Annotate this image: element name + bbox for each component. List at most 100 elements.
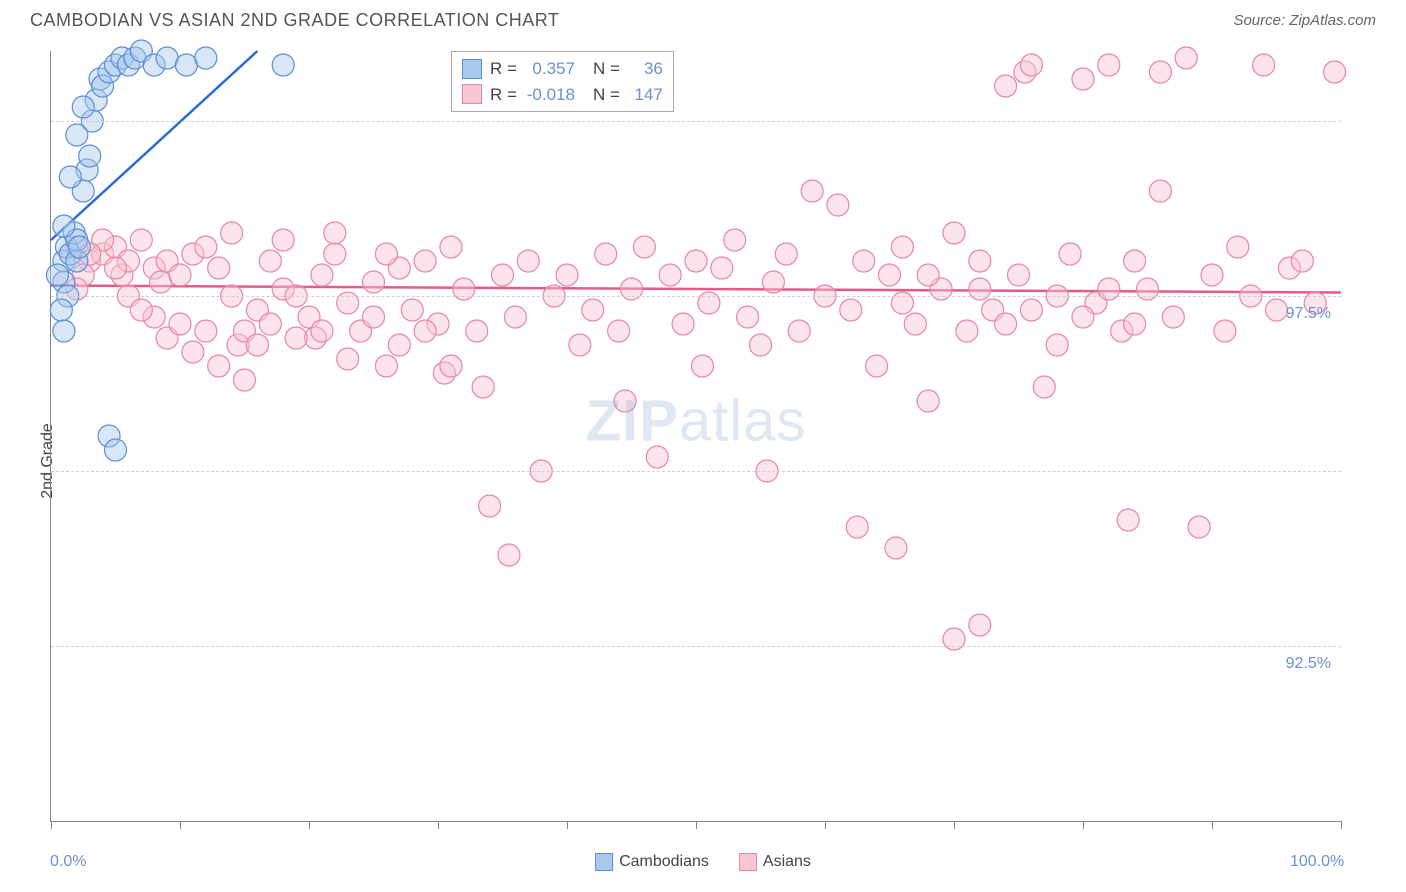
asians-point [208, 355, 230, 377]
asians-point [995, 313, 1017, 335]
asians-point [208, 257, 230, 279]
asians-point [1227, 236, 1249, 258]
y-tick-label: 97.5% [1286, 305, 1331, 323]
asians-point [1324, 61, 1346, 83]
cambodians-point [46, 264, 68, 286]
asians-point [1201, 264, 1223, 286]
asians-point [401, 299, 423, 321]
asians-point [1162, 306, 1184, 328]
asians-point [1149, 180, 1171, 202]
plot-area: ZIPatlas R =0.357N =36R =-0.018N =147 92… [50, 51, 1341, 822]
asians-point [685, 250, 707, 272]
legend-label: Asians [763, 853, 811, 871]
asians-point [479, 495, 501, 517]
asians-point [608, 320, 630, 342]
asians-point [182, 341, 204, 363]
asians-point [1253, 54, 1275, 76]
scatter-svg [51, 51, 1341, 821]
legend-label: Cambodians [619, 853, 709, 871]
asians-point [1020, 54, 1042, 76]
asians-point [246, 334, 268, 356]
asians-point [1072, 306, 1094, 328]
asians-point [569, 334, 591, 356]
asians-point [801, 180, 823, 202]
x-tick [438, 821, 439, 829]
asians-point [440, 355, 462, 377]
asians-point [891, 236, 913, 258]
asians-point [885, 537, 907, 559]
cambodians-point [105, 439, 127, 461]
cambodians-trend-line [51, 51, 257, 240]
asians-point [130, 229, 152, 251]
asians-point [311, 320, 333, 342]
asians-point [1098, 54, 1120, 76]
grid-line [51, 471, 1341, 472]
asians-point [646, 446, 668, 468]
cambodians-point [59, 166, 81, 188]
x-tick [1083, 821, 1084, 829]
r-label: R = [490, 82, 517, 108]
r-value: -0.018 [525, 82, 575, 108]
asians-point [324, 243, 346, 265]
cambodians-point [195, 47, 217, 69]
asians-point [1188, 516, 1210, 538]
asians-point [472, 376, 494, 398]
asians-point [659, 264, 681, 286]
asians-point [724, 229, 746, 251]
stats-swatch [462, 84, 482, 104]
asians-point [840, 299, 862, 321]
x-tick [825, 821, 826, 829]
asians-point [259, 313, 281, 335]
asians-point [1020, 299, 1042, 321]
asians-point [466, 320, 488, 342]
x-tick [1212, 821, 1213, 829]
asians-point [150, 271, 172, 293]
legend-swatch [739, 853, 757, 871]
asians-point [1124, 313, 1146, 335]
stats-swatch [462, 59, 482, 79]
asians-point [969, 250, 991, 272]
n-label: N = [593, 82, 620, 108]
cambodians-point [79, 145, 101, 167]
asians-point [388, 334, 410, 356]
asians-point [614, 390, 636, 412]
asians-point [234, 369, 256, 391]
asians-point [169, 264, 191, 286]
stats-row: R =0.357N =36 [462, 56, 663, 82]
cambodians-point [66, 124, 88, 146]
asians-point [1046, 334, 1068, 356]
cambodians-point [72, 96, 94, 118]
asians-point [169, 313, 191, 335]
asians-point [130, 299, 152, 321]
asians-point [221, 222, 243, 244]
asians-point [498, 544, 520, 566]
x-tick [696, 821, 697, 829]
asians-point [363, 306, 385, 328]
x-tick [567, 821, 568, 829]
asians-point [414, 320, 436, 342]
stats-legend-box: R =0.357N =36R =-0.018N =147 [451, 51, 674, 112]
asians-point [691, 355, 713, 377]
x-tick-label: 100.0% [1290, 853, 1344, 871]
asians-point [956, 320, 978, 342]
cambodians-point [68, 236, 90, 258]
asians-point [737, 306, 759, 328]
asians-point [762, 271, 784, 293]
x-tick [51, 821, 52, 829]
asians-point [943, 222, 965, 244]
asians-point [672, 313, 694, 335]
asians-point [1214, 320, 1236, 342]
stats-row: R =-0.018N =147 [462, 82, 663, 108]
asians-point [324, 222, 346, 244]
asians-point [595, 243, 617, 265]
asians-point [492, 264, 514, 286]
n-label: N = [593, 56, 620, 82]
cambodians-point [50, 299, 72, 321]
asians-point [917, 390, 939, 412]
chart-container: 2nd Grade ZIPatlas R =0.357N =36R =-0.01… [0, 36, 1406, 886]
asians-point [375, 355, 397, 377]
r-label: R = [490, 56, 517, 82]
asians-point [879, 264, 901, 286]
grid-line [51, 121, 1341, 122]
asians-point [1033, 376, 1055, 398]
